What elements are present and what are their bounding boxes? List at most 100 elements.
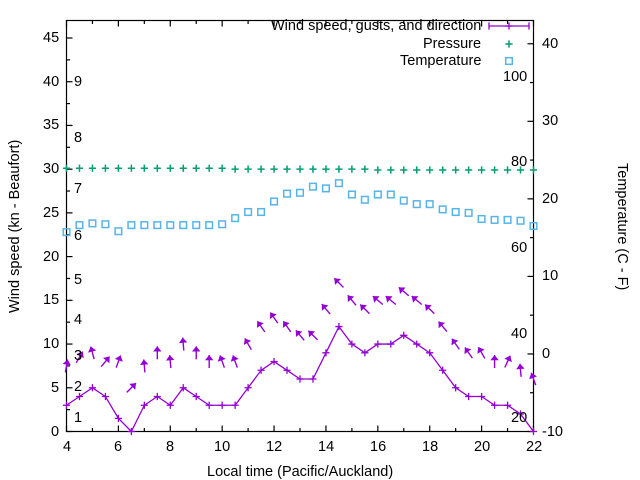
pressure-marker xyxy=(257,165,265,173)
x-axis-title: Local time (Pacific/Auckland) xyxy=(207,464,394,480)
legend-label-2: Pressure xyxy=(423,36,482,52)
temperature-marker xyxy=(490,215,499,224)
wind-speed-marker xyxy=(296,375,304,383)
temperature-marker xyxy=(127,221,136,230)
y-tick-label-25: 25 xyxy=(43,205,60,221)
gust-arrow xyxy=(385,295,397,306)
gust-arrow xyxy=(192,346,201,360)
gust-arrow-head xyxy=(411,296,419,303)
gust-arrow xyxy=(165,355,175,369)
x-tick-label-18: 18 xyxy=(422,439,439,455)
wind-speed-marker xyxy=(400,331,408,339)
pressure-marker xyxy=(478,166,486,174)
y2-tick-label--10: -10 xyxy=(542,424,563,440)
fahrenheit-label-20: 20 xyxy=(511,410,528,426)
pressure-marker xyxy=(309,165,317,173)
pressure-marker xyxy=(75,164,84,172)
gust-arrow xyxy=(372,295,384,306)
x-tick-label-4: 4 xyxy=(63,439,72,455)
pressure-marker xyxy=(335,165,343,173)
pressure-marker xyxy=(88,164,97,172)
temperature-marker xyxy=(373,190,382,199)
wind-speed-marker xyxy=(114,414,122,422)
pressure-marker xyxy=(296,165,304,173)
temperature-marker xyxy=(321,184,330,193)
legend-label-3: Temperature xyxy=(400,53,482,69)
gust-arrow-head xyxy=(165,355,175,361)
temperature-marker xyxy=(140,221,149,230)
pressure-marker xyxy=(490,166,499,174)
gust-arrow-head xyxy=(62,359,71,366)
wind-speed-marker xyxy=(478,392,486,401)
gust-arrow-head xyxy=(103,356,110,364)
temperature-marker xyxy=(166,221,175,230)
temperature-marker xyxy=(282,189,292,198)
wind-speed-marker xyxy=(88,384,97,392)
temperature-marker xyxy=(295,188,305,197)
wind-speed-marker xyxy=(322,349,330,357)
gust-arrow-head xyxy=(204,355,214,361)
gust-arrow-head xyxy=(178,337,188,344)
gust-arrow-head xyxy=(490,355,499,361)
temperature-marker xyxy=(516,216,525,225)
wind-speed-marker xyxy=(361,349,369,357)
beaufort-label-6: 6 xyxy=(74,228,83,244)
temperature-marker xyxy=(114,227,123,236)
beaufort-label-8: 8 xyxy=(74,130,83,146)
x-tick-label-22: 22 xyxy=(526,439,543,455)
temperature-marker xyxy=(477,214,486,224)
beaufort-label-2: 2 xyxy=(74,379,83,395)
gust-arrow xyxy=(88,346,97,360)
wind-speed-marker xyxy=(452,384,460,392)
gust-arrow xyxy=(490,355,499,369)
gust-arrow xyxy=(359,303,370,315)
plot-border xyxy=(65,19,535,433)
gust-arrow xyxy=(437,321,448,332)
gust-arrow xyxy=(398,286,410,297)
gust-arrow-head xyxy=(504,355,512,363)
temperature-marker xyxy=(101,220,110,229)
temperature-marker xyxy=(503,215,512,224)
gust-arrow xyxy=(153,346,162,360)
wind-speed-marker xyxy=(140,401,148,409)
y2-axis-title: Temperature (C - F) xyxy=(614,163,630,291)
pressure-marker xyxy=(270,165,278,173)
beaufort-label-1: 1 xyxy=(74,410,83,426)
fahrenheit-label-80: 80 xyxy=(511,154,528,170)
pressure-marker xyxy=(179,164,187,172)
temperature-marker xyxy=(179,221,188,230)
wind-speed-marker xyxy=(205,401,213,409)
gust-arrow-head xyxy=(529,372,537,380)
temperature-marker xyxy=(425,200,434,209)
wind-speed-marker xyxy=(387,340,395,348)
wind-speed-marker xyxy=(231,401,239,409)
y-tick-label-15: 15 xyxy=(43,292,60,308)
pressure-marker xyxy=(374,166,382,174)
wind-speed-marker xyxy=(153,392,161,401)
gust-arrow-head xyxy=(217,355,226,362)
x-tick-label-16: 16 xyxy=(370,439,387,455)
temperature-marker xyxy=(464,208,473,217)
gust-arrow-head xyxy=(76,351,84,359)
temperature-marker xyxy=(334,179,343,188)
gust-arrow-head xyxy=(269,312,277,320)
y-tick-label-30: 30 xyxy=(43,161,60,177)
gust-arrow-head xyxy=(438,321,446,329)
temperature-marker xyxy=(88,219,97,228)
pressure-marker xyxy=(361,165,369,173)
gust-arrow-head xyxy=(360,304,367,312)
legend-sample-ends-wind xyxy=(488,22,530,30)
gust-arrow-head xyxy=(308,330,316,338)
temperature-marker xyxy=(347,190,356,199)
y-axis-title: Wind speed (kn - Beaufort) xyxy=(7,139,23,313)
wind-speed-marker xyxy=(218,401,226,409)
wind-speed-marker xyxy=(270,357,278,366)
gust-arrow-head xyxy=(464,347,472,355)
gust-arrow-head xyxy=(334,278,341,285)
wind-speed-marker xyxy=(503,401,512,409)
fahrenheit-label-60: 60 xyxy=(511,240,528,256)
gust-arrow xyxy=(230,355,239,368)
x-tick-label-12: 12 xyxy=(266,439,283,455)
y-tick-label-40: 40 xyxy=(43,74,60,90)
